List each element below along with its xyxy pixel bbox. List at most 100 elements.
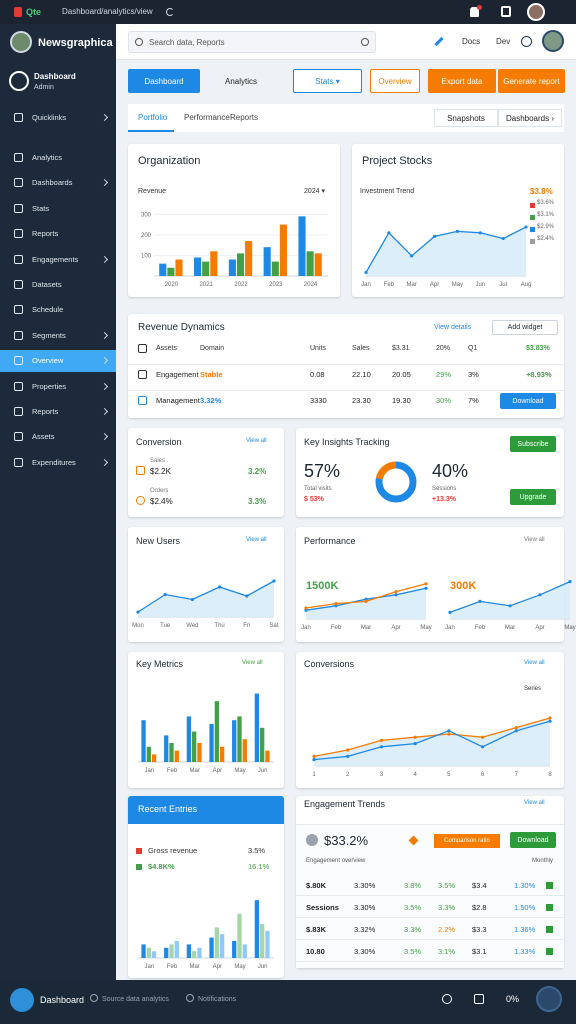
header-link[interactable]: Dev — [496, 37, 511, 46]
tab[interactable]: Performance — [184, 113, 230, 122]
card-title: Recent Entries — [138, 804, 198, 814]
icon — [138, 344, 147, 353]
nav-item[interactable]: Properties — [0, 376, 116, 398]
table-cell: 3330 — [310, 396, 327, 405]
toolbar-button[interactable]: Export data — [428, 69, 496, 93]
table-cell: $3.3 — [472, 925, 487, 934]
legend-label: $2.4% — [537, 236, 555, 242]
table-cell: $3.4 — [472, 881, 487, 890]
line — [313, 717, 551, 758]
fab[interactable] — [536, 986, 562, 1012]
status-square — [546, 926, 553, 933]
link[interactable]: View all — [246, 438, 267, 444]
button[interactable]: Upgrade — [510, 489, 556, 505]
point — [312, 754, 316, 758]
kpi-value: 40% — [432, 461, 469, 481]
button[interactable]: Subscribe — [510, 436, 556, 452]
toolbar-button[interactable]: Dashboard — [128, 69, 200, 93]
divider — [296, 961, 564, 962]
button[interactable]: Add widget — [492, 320, 558, 335]
y-tick-label: 300 — [141, 212, 152, 218]
button[interactable]: Download — [510, 832, 556, 848]
card-title: Project Stocks — [362, 155, 433, 167]
x-tick-label: 4 — [413, 772, 417, 778]
area — [366, 227, 526, 276]
chart: Jan Feb Mar Apr May Jun Jul Aug — [361, 225, 531, 288]
nav-item[interactable]: Reports — [0, 223, 116, 245]
nav-item[interactable]: Expenditures — [0, 452, 116, 474]
tab-action[interactable]: Snapshots — [434, 109, 498, 127]
card-title: New Users — [136, 536, 181, 546]
bottom-text: Notifications — [198, 996, 237, 1003]
icon — [14, 432, 23, 442]
table-button[interactable]: Download — [500, 393, 556, 409]
toolbar-button[interactable]: Generate report — [498, 69, 565, 93]
point — [447, 729, 451, 733]
table-cell: Engagement — [156, 370, 199, 379]
nav-item[interactable]: Dashboards — [0, 172, 116, 194]
table-cell: 3.30% — [354, 947, 376, 956]
table-cell: 23.30 — [352, 396, 371, 405]
bar — [197, 947, 202, 958]
nav-item[interactable]: Stats — [0, 198, 116, 220]
search-placeholder: Search data, Reports — [149, 38, 225, 47]
nav-item[interactable]: Reports — [0, 401, 116, 423]
bar — [141, 720, 146, 762]
x-tick-label: Sat — [269, 623, 278, 629]
toolbar-button[interactable]: Overview — [370, 69, 420, 93]
link[interactable]: View all — [524, 660, 545, 666]
row-icon — [136, 466, 145, 475]
nav-item[interactable]: Quicklinks — [0, 107, 116, 129]
nav-label: Engagements — [32, 254, 79, 264]
link[interactable]: View all — [242, 660, 263, 666]
table-cell: 30% — [436, 396, 452, 405]
x-tick-label: Tue — [160, 623, 171, 629]
header-link[interactable]: Docs — [462, 37, 481, 46]
card-title: Key Metrics — [136, 659, 184, 669]
table-cell: 3.32% — [200, 396, 222, 405]
nav-item[interactable]: Analytics — [0, 147, 116, 169]
card-title: Conversions — [304, 659, 355, 669]
point — [379, 738, 384, 742]
point — [136, 610, 140, 614]
table-cell: 3.3% — [404, 925, 422, 934]
toolbar-button[interactable]: Analytics — [224, 76, 257, 86]
bar — [228, 259, 236, 276]
point — [272, 579, 276, 583]
bar — [169, 944, 174, 958]
link[interactable]: View all — [524, 537, 545, 543]
donut — [375, 461, 417, 503]
bottom-icon — [90, 994, 98, 1002]
nav-item[interactable]: Segments — [0, 325, 116, 347]
nav-item[interactable]: Overview — [0, 350, 116, 373]
bar — [265, 930, 270, 958]
nav-item[interactable]: Engagements — [0, 249, 116, 271]
row-swatch — [136, 864, 142, 870]
nav-item[interactable]: Schedule — [0, 299, 116, 321]
tab[interactable]: Reports — [230, 113, 259, 122]
toolbar-button[interactable]: Stats ▾ — [293, 69, 362, 93]
point — [548, 719, 552, 723]
legend[interactable]: 2024 ▾ — [304, 188, 326, 195]
link[interactable]: View all — [524, 800, 545, 806]
x-tick-label: Mon — [132, 623, 144, 629]
point — [480, 735, 485, 739]
link[interactable]: View details — [434, 324, 472, 331]
x-tick-label: 2024 — [304, 282, 318, 288]
x-tick-label: Jun — [258, 964, 268, 970]
x-tick-label: May — [452, 282, 463, 288]
nav-item[interactable]: Assets — [0, 426, 116, 448]
table-header: 20% — [436, 345, 451, 352]
point — [346, 754, 350, 758]
divider — [296, 917, 564, 918]
row-caption: Orders — [150, 488, 169, 494]
tab[interactable]: Portfolio — [138, 113, 168, 122]
search-box[interactable]: Search data, Reports — [128, 31, 376, 53]
divider — [296, 939, 564, 940]
bar — [197, 743, 202, 762]
point — [364, 599, 368, 603]
table-cell: $.80K — [306, 881, 327, 890]
nav-item[interactable]: Datasets — [0, 274, 116, 296]
tab-action[interactable]: Dashboards › — [498, 109, 562, 127]
link[interactable]: View all — [246, 537, 267, 543]
